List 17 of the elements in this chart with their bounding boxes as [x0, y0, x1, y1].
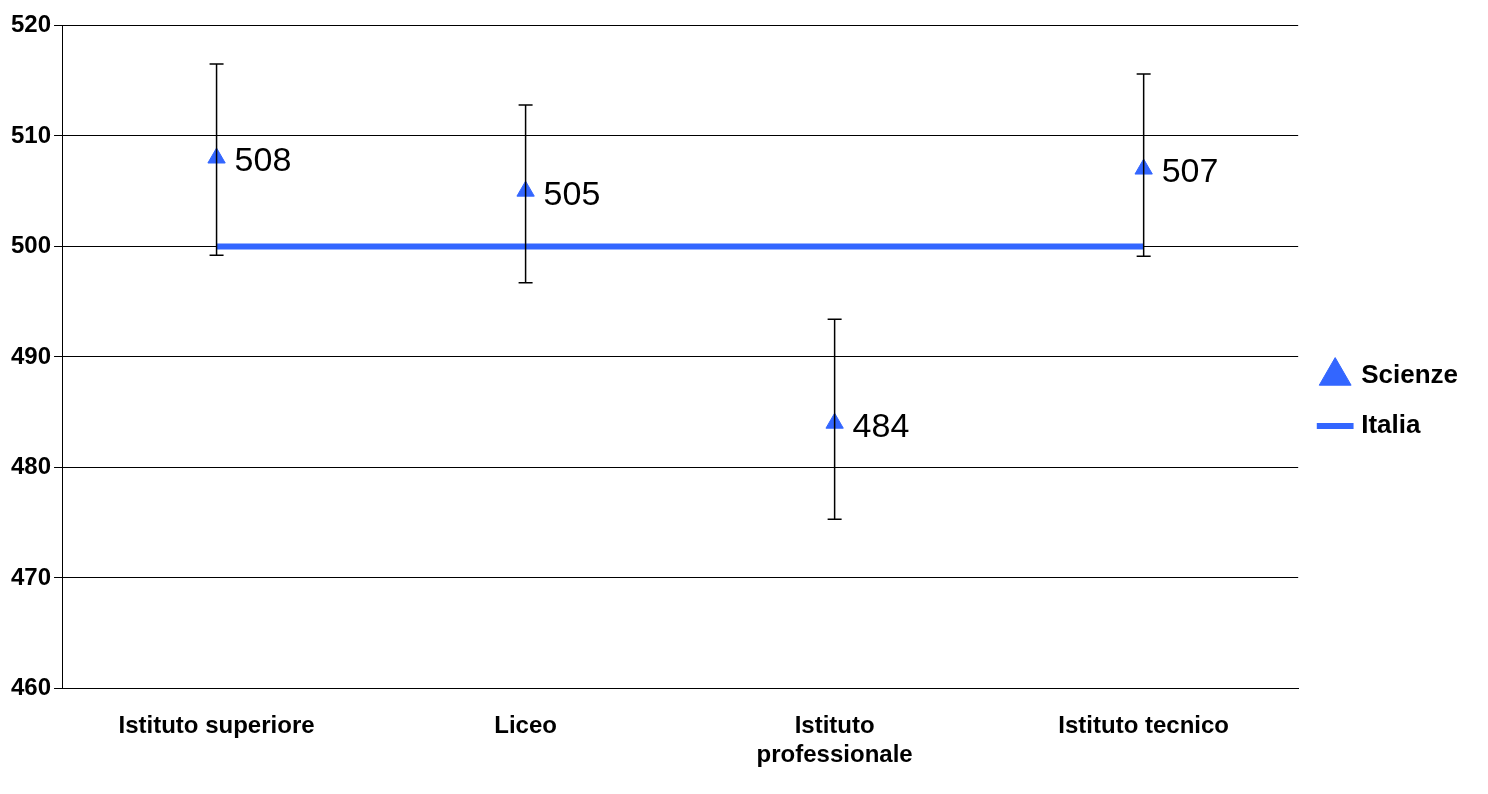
legend-label: Scienze [1361, 359, 1458, 390]
y-tick-label: 490 [11, 341, 52, 369]
legend-label: Italia [1361, 409, 1421, 440]
y-tick-label: 520 [11, 10, 52, 38]
y-tick-label: 470 [11, 562, 52, 590]
data-label: 505 [543, 173, 601, 212]
data-label: 484 [852, 405, 910, 444]
x-tick-label: Istituto professionale [756, 711, 913, 768]
data-label: 507 [1161, 151, 1219, 190]
x-tick-label: Istituto superiore [118, 711, 315, 739]
x-tick-label: Liceo [494, 711, 557, 739]
y-tick-label: 480 [11, 452, 52, 480]
x-tick-label: Istituto tecnico [1058, 711, 1229, 739]
y-tick-label: 500 [11, 231, 52, 259]
data-label: 508 [234, 140, 292, 179]
y-tick-label: 510 [11, 120, 52, 148]
y-tick-label: 460 [11, 673, 52, 701]
